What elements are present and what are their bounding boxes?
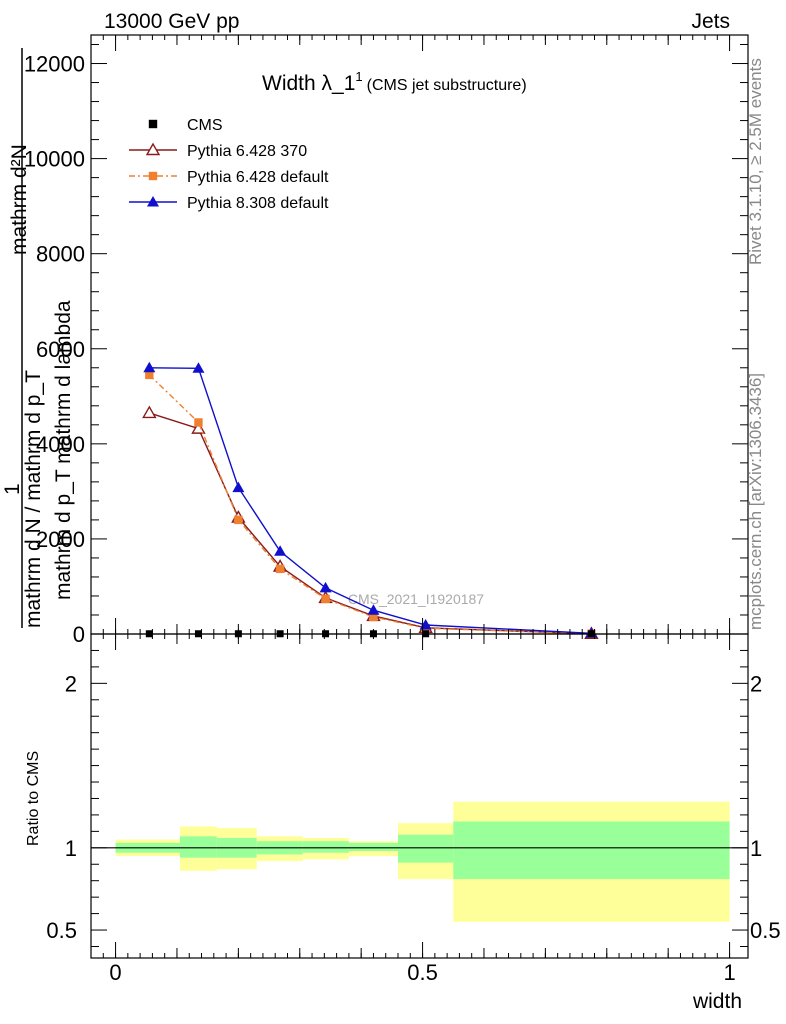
legend-label: CMS (187, 117, 223, 134)
series-line (148, 374, 592, 635)
x-tick-label: 1 (723, 960, 735, 985)
header-energy: 13000 GeV pp (104, 10, 239, 33)
ratio-panel (91, 801, 748, 922)
header-process: Jets (691, 10, 730, 33)
main-ytick-label: 0 (73, 622, 85, 647)
legend-item-p8_def: Pythia 8.308 default (129, 195, 329, 212)
legend-item-p6_def: Pythia 6.428 default (129, 169, 329, 186)
title-main: Width λ_1 (262, 72, 355, 95)
legend-marker (148, 171, 158, 181)
ratio-ytick-label-left: 0.5 (46, 918, 77, 943)
data-point (369, 612, 378, 622)
data-point (143, 361, 156, 373)
data-point (142, 405, 157, 419)
data-point (145, 370, 154, 380)
legend-item-cms: CMS (148, 117, 223, 134)
data-point (367, 604, 380, 615)
ratio-y-axis-label: Ratio to CMS (25, 751, 42, 846)
ratio-ytick-label-left: 2 (65, 671, 77, 696)
data-point (319, 581, 332, 593)
ylabel-numerator: mathrm d²N (8, 144, 31, 255)
legend-item-p6_370: Pythia 6.428 370 (129, 142, 307, 160)
ratio-ytick-label-left: 1 (65, 836, 77, 861)
data-point (321, 594, 330, 604)
data-point (192, 362, 205, 373)
ratio-stat-band-7 (453, 821, 730, 880)
ratio-ytick-label-right: 0.5 (750, 918, 781, 943)
title-subtitle: (CMS jet substructure) (367, 77, 527, 94)
ratio-frame (90, 633, 749, 959)
main-ytick-label: 12000 (24, 52, 85, 77)
x-axis-label: width (692, 990, 742, 1013)
ratio-stat-band-6 (398, 834, 454, 863)
main-ytick-label: 2000 (36, 527, 85, 552)
main-ytick-label: 4000 (36, 432, 85, 457)
ratio-stat-band-5 (348, 842, 399, 852)
legend-label: Pythia 6.428 default (187, 169, 329, 186)
legend-marker (145, 142, 161, 156)
ratio-ytick-label-right: 1 (750, 836, 762, 861)
legend: CMS Pythia 6.428 370 Pythia 6.428 default P… (129, 117, 329, 212)
x-tick-label: 0.5 (407, 960, 438, 985)
plot-title: Width λ_11 (CMS jet substructure) (262, 69, 527, 95)
ratio-stat-band-4 (302, 841, 349, 853)
legend-marker (147, 196, 159, 207)
ylabel-left-denominator: mathrm d N / mathrm d p_T (22, 370, 45, 628)
ratio-stat-band-1 (180, 836, 217, 858)
title-superscript: 1 (355, 69, 362, 84)
ratio-ytick-label-right: 2 (750, 671, 762, 696)
rivet-label: Rivet 3.1.10, ≥ 2.5M events (746, 58, 765, 265)
main-ytick-label: 6000 (36, 337, 85, 362)
series-line (149, 367, 592, 634)
ylabel-one: 1 (1, 483, 24, 495)
legend-label: Pythia 6.428 370 (187, 143, 307, 160)
main-y-axis-label: mathrm d N / mathrm d p_T 1 mathrm d p_T… (1, 48, 75, 628)
data-point (194, 418, 203, 427)
legend-marker (148, 119, 158, 129)
main-ytick-label: 8000 (36, 242, 85, 267)
data-point (274, 545, 287, 556)
main-ytick-label: 10000 (24, 147, 85, 172)
data-point (275, 564, 285, 574)
x-tick-label: 0 (109, 960, 121, 985)
axes-frames: 0 2000 4000 6000 8000 10000 12000 0 0.5 1 0.5 0.5 1 1… (24, 34, 781, 985)
data-point (232, 481, 245, 493)
analysis-watermark: CMS_2021_I1920187 (348, 591, 484, 607)
mcplots-label: mcplots.cern.ch [arXiv:1306.3436] (746, 373, 765, 630)
ylabel-denominator: mathrm d p_T mathrm d lambda (52, 300, 75, 600)
legend-label: Pythia 8.308 default (187, 195, 329, 212)
data-point (234, 515, 243, 525)
